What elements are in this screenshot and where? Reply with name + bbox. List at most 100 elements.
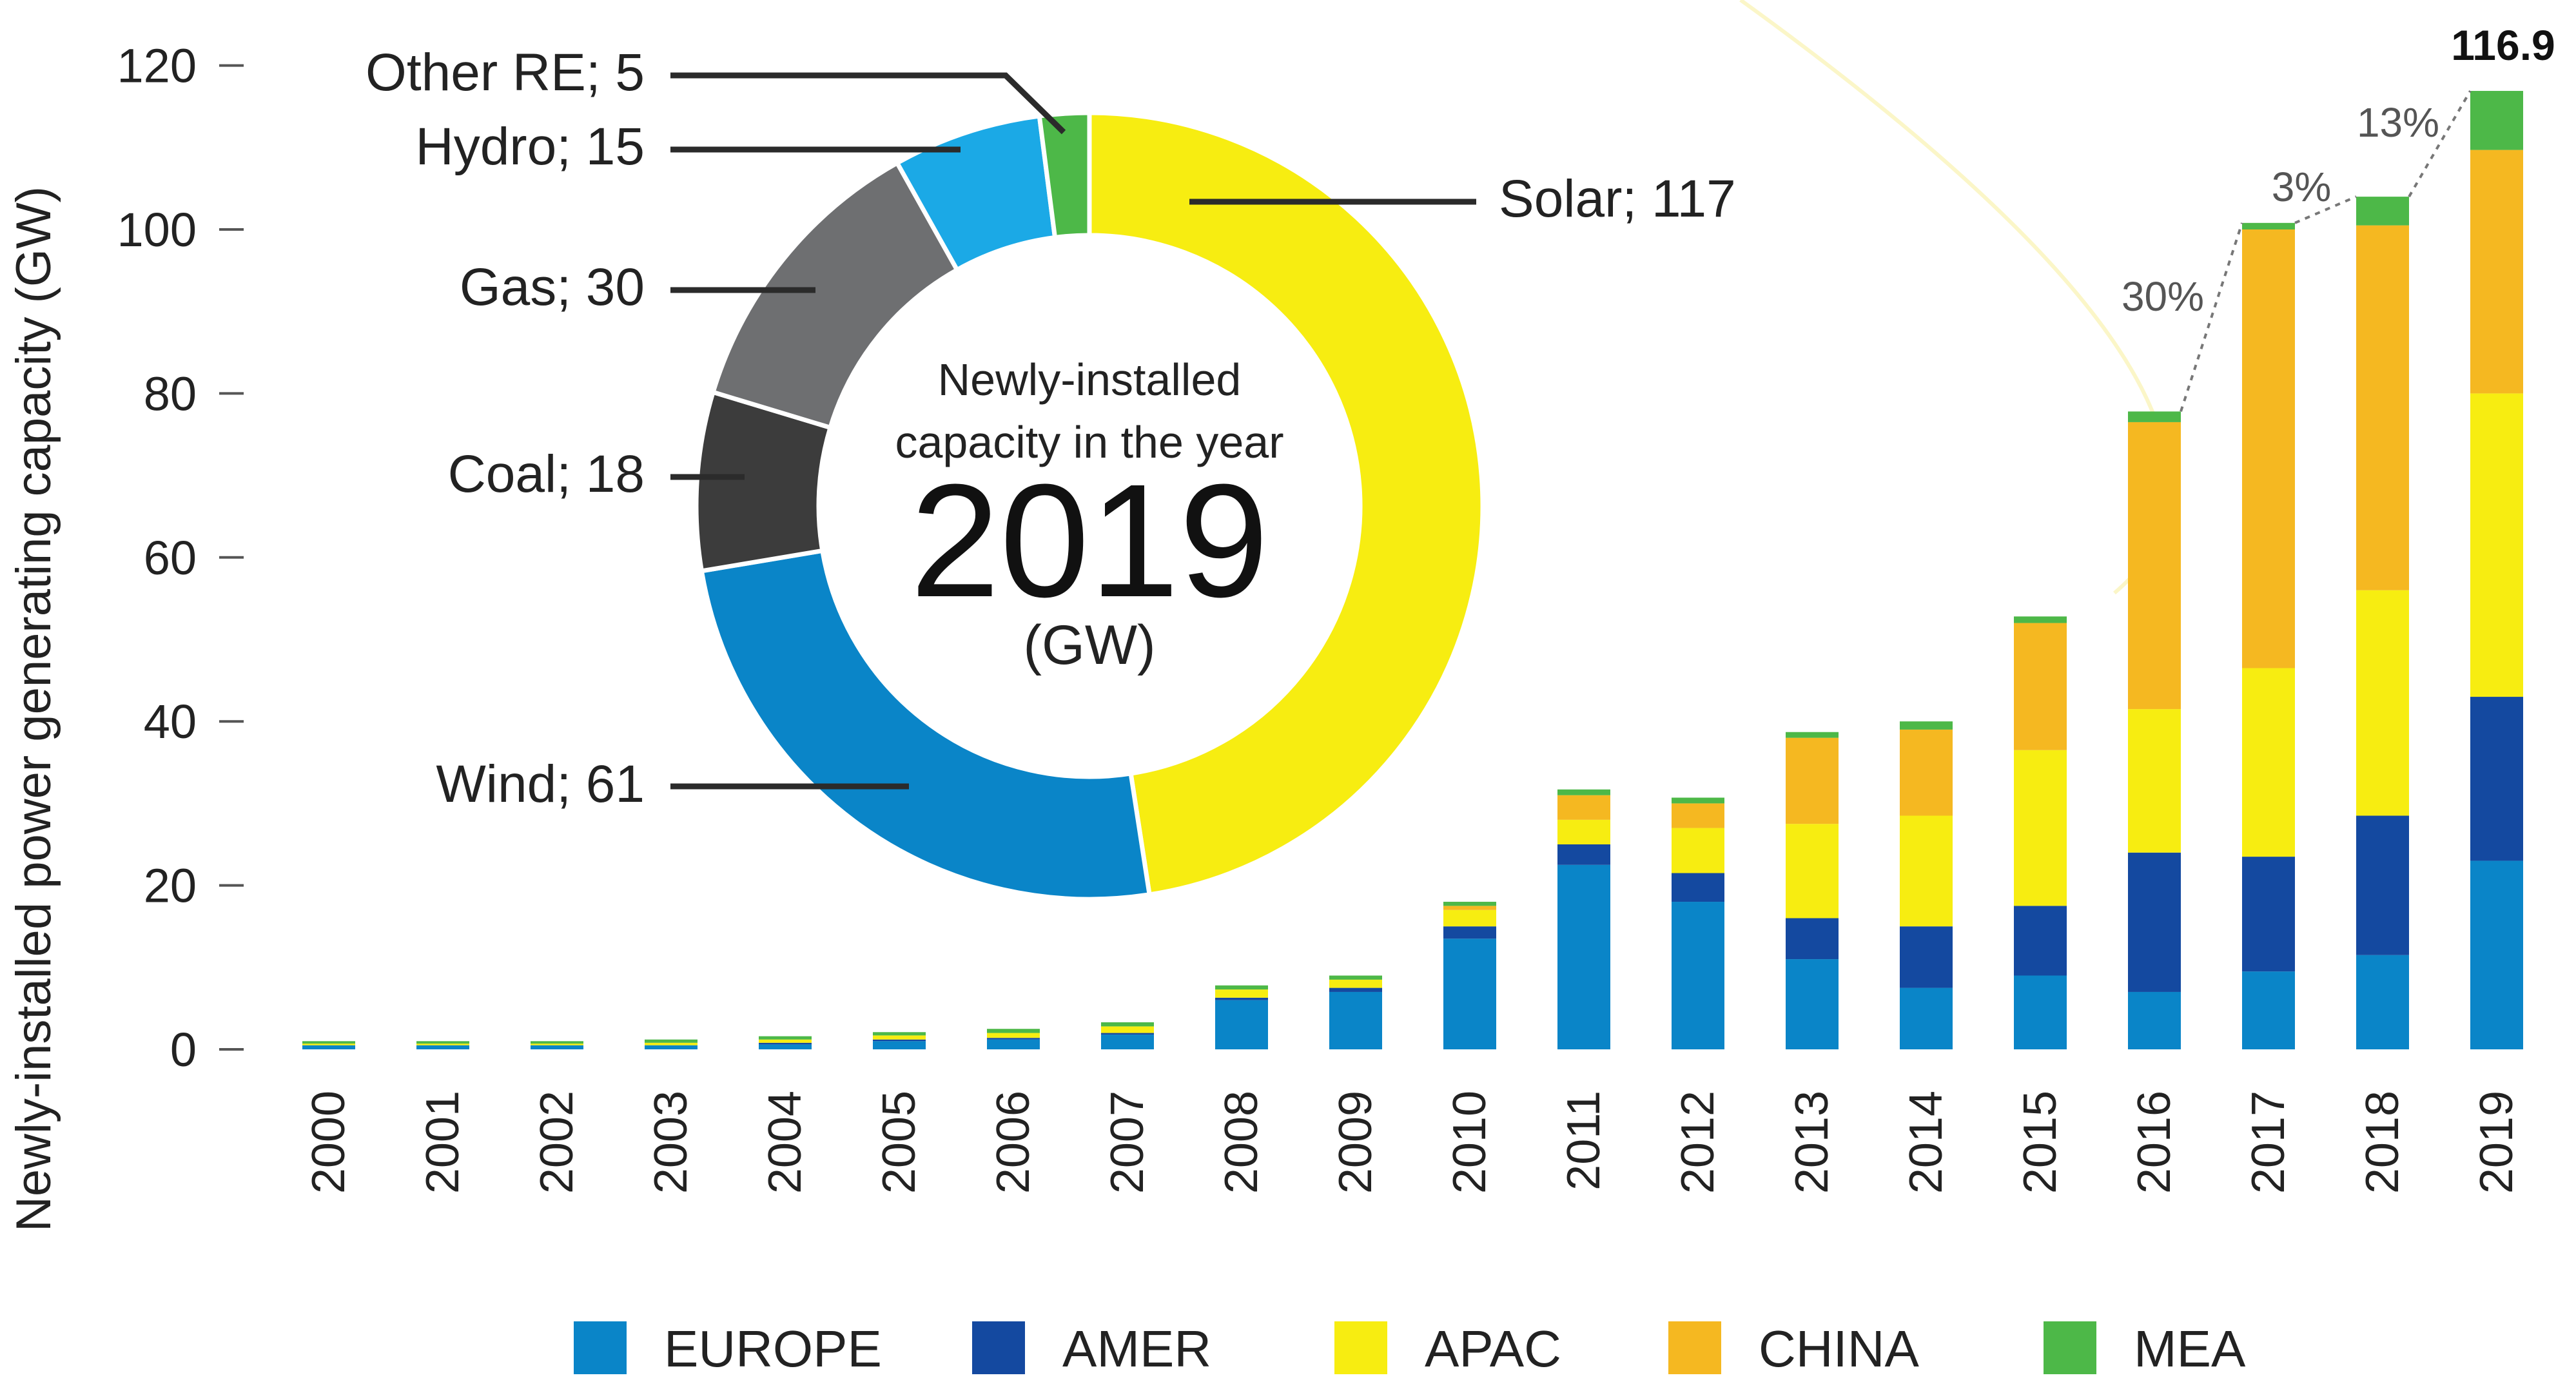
bar-segment-china-2014: [1900, 729, 1953, 816]
bar-segment-apac-2007: [1101, 1026, 1154, 1033]
bar-segment-amer-2005: [873, 1039, 926, 1042]
donut-center-line-1: Newly-installed: [938, 355, 1242, 405]
bar-segment-europe-2001: [416, 1045, 469, 1049]
bar-segment-apac-2009: [1329, 979, 1382, 988]
bar-segment-europe-2006: [987, 1039, 1040, 1049]
bar-segment-europe-2002: [531, 1045, 583, 1049]
bar-segment-amer-2018: [2356, 815, 2409, 955]
leader-line-other-re: [670, 72, 1066, 135]
bar-segment-china-2018: [2356, 225, 2409, 590]
bar-segment-china-2019: [2470, 150, 2523, 394]
donut-center-year: 2019: [910, 451, 1269, 630]
slice-label-coal: Coal; 18: [448, 445, 645, 503]
bar-segment-europe-2008: [1215, 1000, 1268, 1049]
bar-segment-apac-2001: [416, 1044, 469, 1045]
y-axis-title: Newly-installed power generating capacit…: [6, 186, 61, 1232]
growth-annotations: 30% 3% 13% 116.9: [2122, 21, 2555, 413]
bar-segment-china-2016: [2128, 422, 2181, 710]
legend-swatch-europe: [574, 1321, 627, 1374]
x-tick-label-2018: 2018: [2357, 1091, 2408, 1194]
bar-segment-europe-2011: [1557, 864, 1610, 1049]
bar-segment-amer-2015: [2014, 906, 2067, 976]
bar-segment-mea-2002: [531, 1041, 583, 1044]
bar-segment-amer-2011: [1557, 844, 1610, 865]
bar-segment-amer-2009: [1329, 987, 1382, 992]
slice-label-solar: Solar; 117: [1499, 170, 1736, 228]
bar-segment-europe-2005: [873, 1041, 926, 1049]
growth-connector-2017-2018: [2294, 195, 2357, 224]
bar-segment-apac-2015: [2014, 750, 2067, 906]
bar-segment-apac-2003: [645, 1042, 698, 1045]
x-tick-label-2011: 2011: [1558, 1091, 1610, 1191]
slice-label-hydro: Hydro; 15: [415, 117, 645, 176]
x-tick-label-2016: 2016: [2129, 1091, 2180, 1194]
bar-segment-apac-2011: [1557, 819, 1610, 844]
growth-label-2016-2017: 30%: [2122, 273, 2204, 320]
growth-connector-2018-2019: [2408, 90, 2472, 198]
donut-slice-solar: [1087, 110, 1485, 897]
bar-segment-apac-2004: [759, 1039, 812, 1043]
legend-label-china: CHINA: [1759, 1320, 1920, 1377]
bar-segment-apac-2008: [1215, 989, 1268, 998]
bar-segment-mea-2015: [2014, 616, 2067, 623]
bar-segment-mea-2012: [1672, 797, 1724, 804]
x-tick-label-2003: 2003: [645, 1091, 697, 1194]
bar-segment-europe-2010: [1443, 938, 1496, 1049]
slice-label-other-re: Other RE; 5: [366, 43, 645, 102]
bar-segment-mea-2017: [2242, 222, 2295, 229]
bar-segment-apac-2005: [873, 1035, 926, 1040]
growth-connector-2016-2017: [2180, 222, 2243, 413]
bar-segment-europe-2019: [2470, 860, 2523, 1049]
y-tick-label: 60: [144, 531, 197, 585]
bar-segment-europe-2018: [2356, 955, 2409, 1049]
bar-segment-mea-2011: [1557, 789, 1610, 795]
donut-slice-wind: [699, 548, 1153, 902]
bar-segment-mea-2019: [2470, 91, 2523, 150]
x-tick-label-2015: 2015: [2015, 1091, 2066, 1194]
bar-segment-europe-2007: [1101, 1035, 1154, 1049]
donut-slice-labels: Solar; 117 Wind; 61 Coal; 18 Gas; 30 Hydro; …: [366, 43, 1736, 813]
bar-segment-apac-2018: [2356, 590, 2409, 816]
bar-segment-apac-2000: [302, 1044, 355, 1045]
bar-segment-apac-2012: [1672, 828, 1724, 873]
legend-swatch-china: [1668, 1321, 1721, 1374]
bar-segment-amer-2010: [1443, 926, 1496, 939]
y-tick-label: 0: [170, 1023, 197, 1076]
x-tick-label-2001: 2001: [417, 1091, 469, 1194]
bar-segment-apac-2010: [1443, 909, 1496, 927]
bar-segment-mea-2004: [759, 1036, 812, 1040]
bar-segment-europe-2017: [2242, 971, 2295, 1049]
bar-segment-mea-2003: [645, 1039, 698, 1043]
x-tick-label-2012: 2012: [1672, 1091, 1724, 1194]
y-tick-label: 40: [144, 695, 197, 748]
donut-center-line-2: capacity in the year: [895, 417, 1283, 467]
bar-segment-amer-2004: [759, 1042, 812, 1045]
bar-segment-mea-2010: [1443, 902, 1496, 906]
x-tick-label-2006: 2006: [988, 1091, 1039, 1194]
x-tick-label-2009: 2009: [1330, 1091, 1381, 1194]
bar-segment-mea-2000: [302, 1041, 355, 1044]
x-tick-label-2014: 2014: [1900, 1091, 1952, 1194]
bar-segment-china-2011: [1557, 795, 1610, 820]
bar-segment-apac-2006: [987, 1033, 1040, 1038]
x-tick-label-2004: 2004: [759, 1091, 811, 1194]
x-tick-label-2019: 2019: [2471, 1091, 2522, 1194]
bar-segment-apac-2016: [2128, 709, 2181, 853]
legend-swatch-apac: [1334, 1321, 1387, 1374]
bar-segment-amer-2014: [1900, 926, 1953, 988]
bar-segment-europe-2004: [759, 1044, 812, 1049]
bar-segment-mea-2001: [416, 1041, 469, 1044]
bar-segment-mea-2018: [2356, 197, 2409, 226]
bar-segment-amer-2017: [2242, 857, 2295, 972]
bar-segment-europe-2014: [1900, 987, 1953, 1049]
bar-segment-china-2017: [2242, 229, 2295, 668]
bar-segment-amer-2016: [2128, 852, 2181, 992]
y-axis: 0 20 40 60 80 100 120: [117, 39, 244, 1076]
donut-center-unit: (GW): [1023, 614, 1155, 676]
bar-segment-europe-2015: [2014, 975, 2067, 1049]
y-tick-label: 80: [144, 367, 197, 420]
donut-chart: [694, 110, 1485, 902]
bar-segment-europe-2016: [2128, 991, 2181, 1049]
bar-segment-amer-2008: [1215, 997, 1268, 1000]
